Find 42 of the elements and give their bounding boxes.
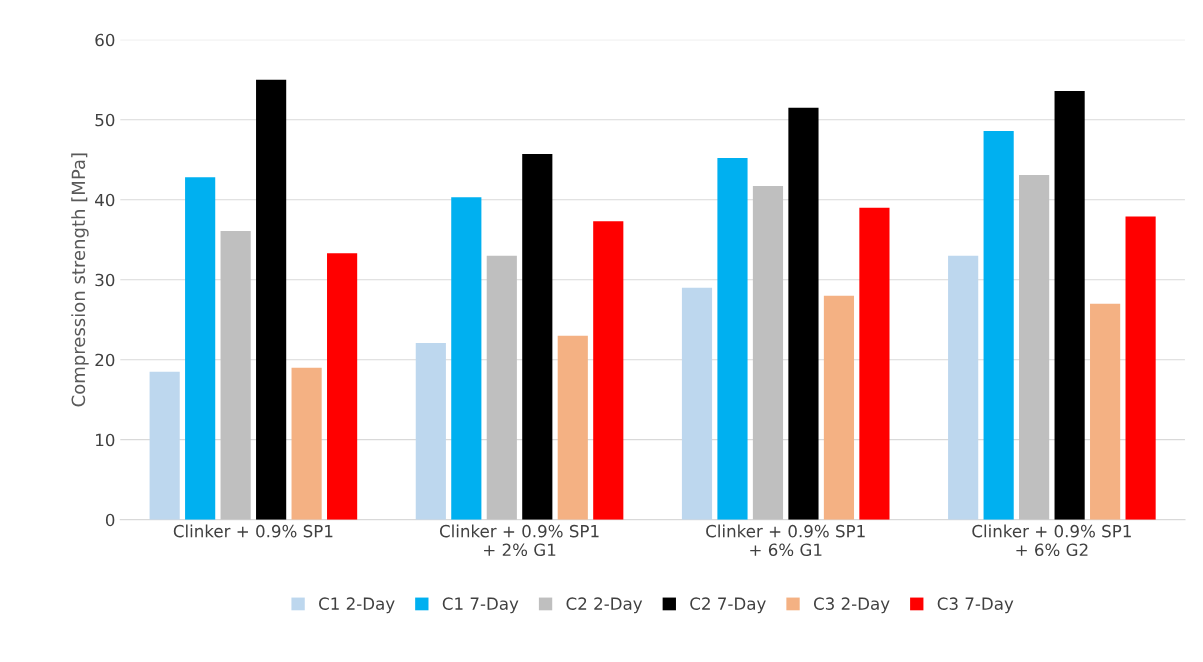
legend-label: C1 2-Day	[319, 597, 395, 614]
bar	[486, 255, 517, 520]
bar	[522, 154, 553, 520]
bar	[557, 335, 588, 520]
bar	[681, 287, 713, 520]
y-tick-label: 10	[96, 433, 115, 447]
bar	[823, 295, 855, 520]
y-axis-title: Compression strength [MPa]	[71, 153, 89, 407]
bar	[859, 207, 890, 520]
bar	[593, 221, 624, 520]
bar	[291, 367, 322, 520]
x-tick-label: Clinker + 0.9% SP1	[173, 524, 333, 538]
x-tick-label: Clinker + 0.9% SP1 + 6% G1	[706, 524, 865, 557]
bar	[752, 186, 784, 520]
y-tick-label: 40	[95, 193, 115, 207]
bar	[149, 371, 180, 520]
legend-label: C3 7-Day	[937, 597, 1014, 614]
y-tick-label: 60	[95, 33, 115, 47]
legend-label: C3 2-Day	[813, 597, 890, 614]
bar	[1019, 174, 1050, 520]
bar	[256, 79, 287, 520]
legend-label: C2 2-Day	[566, 597, 643, 614]
bar	[1090, 303, 1121, 520]
bar	[788, 107, 819, 520]
bar	[415, 342, 446, 520]
bar	[1125, 216, 1156, 520]
y-tick-label: 0	[105, 513, 115, 527]
bar	[1054, 90, 1085, 520]
bar	[220, 230, 251, 520]
bar	[451, 197, 482, 520]
x-tick-label: Clinker + 0.9% SP1 + 6% G2	[972, 524, 1131, 557]
bar	[717, 158, 748, 520]
bar	[983, 130, 1014, 520]
y-tick-label: 50	[95, 113, 115, 127]
bar	[185, 177, 216, 520]
legend-label: C1 7-Day	[442, 597, 519, 614]
x-tick-label: Clinker + 0.9% SP1 + 2% G1	[439, 524, 599, 557]
bar	[327, 253, 358, 520]
y-tick-label: 20	[95, 353, 115, 367]
bar	[948, 255, 979, 520]
legend-label: C2 7-Day	[690, 597, 766, 614]
y-tick-label: 30	[95, 273, 115, 287]
